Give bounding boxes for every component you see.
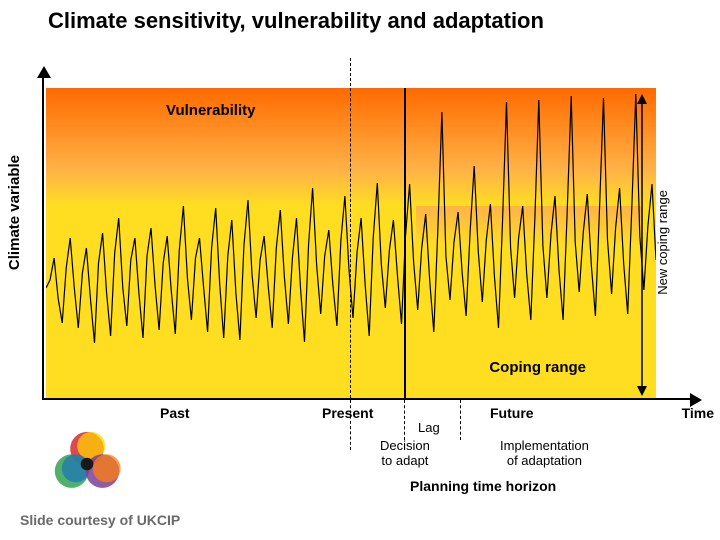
decision-label: Decision to adapt <box>380 438 430 468</box>
y-axis-label: Climate variable <box>6 155 23 270</box>
present-tick-extension <box>350 400 351 450</box>
y-axis <box>42 74 44 400</box>
chart-area: Vulnerability Coping range <box>46 88 656 398</box>
present-label: Present <box>322 405 373 421</box>
past-label: Past <box>160 405 190 421</box>
x-axis <box>42 398 692 400</box>
lag-end-tick <box>460 400 461 440</box>
slide-title: Climate sensitivity, vulnerability and a… <box>48 8 598 33</box>
new-coping-range-label: New coping range <box>655 190 670 295</box>
lag-start-tick <box>404 400 405 440</box>
future-label: Future <box>490 405 534 421</box>
y-axis-arrow <box>37 66 51 78</box>
implementation-label: Implementation of adaptation <box>500 438 589 468</box>
climate-variable-series <box>46 88 656 398</box>
ukcip-logo <box>52 430 122 494</box>
lag-label: Lag <box>418 420 440 435</box>
time-axis-label: Time <box>682 405 714 421</box>
planning-horizon-label: Planning time horizon <box>410 478 556 494</box>
slide-credit: Slide courtesy of UKCIP <box>20 512 180 528</box>
